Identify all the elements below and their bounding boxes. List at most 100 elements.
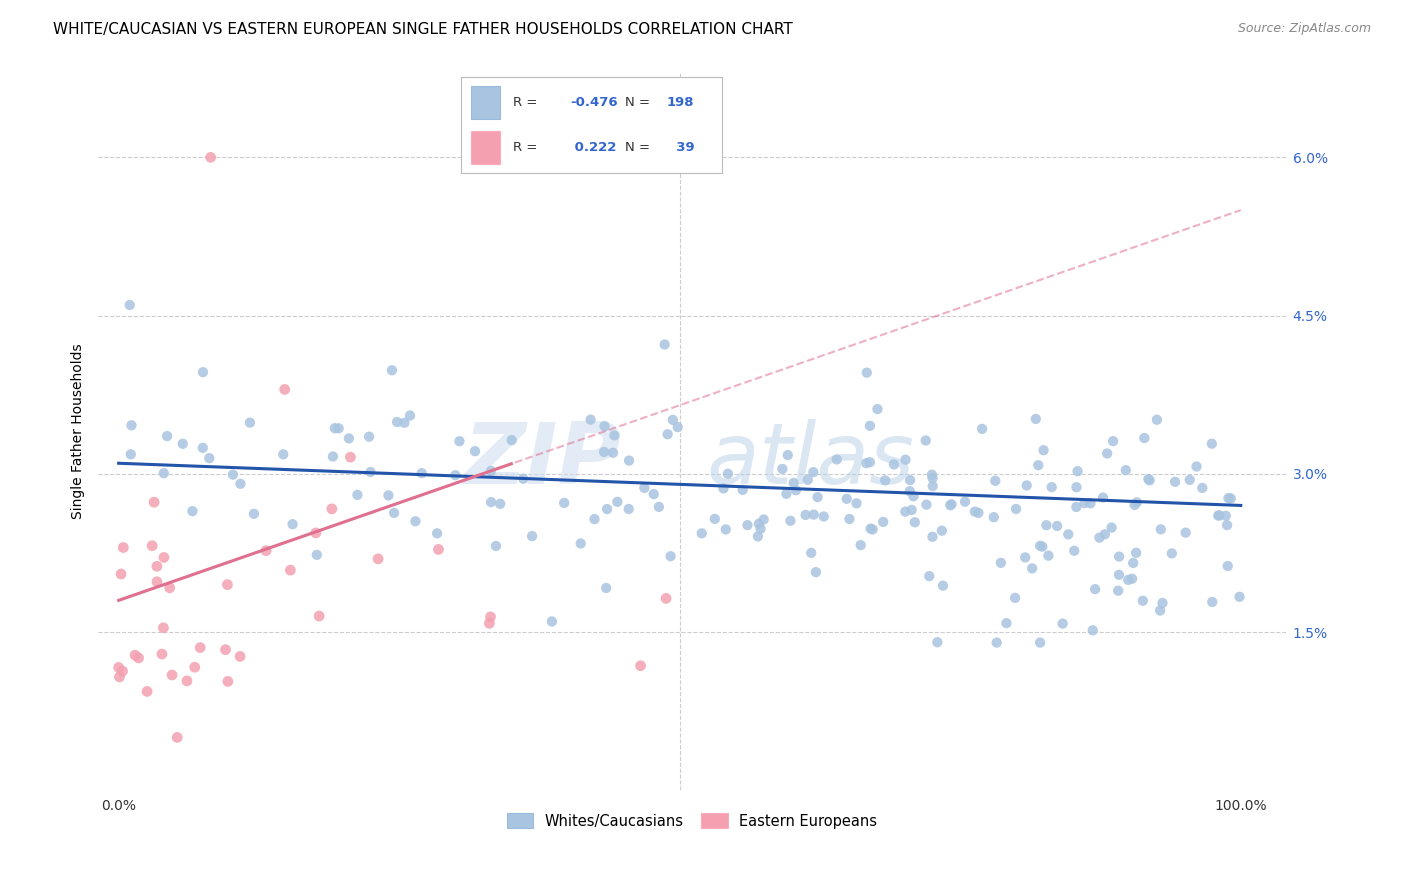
Point — [156, 429, 179, 443]
Point — [1133, 431, 1156, 445]
Point — [464, 444, 486, 458]
Point — [118, 298, 141, 312]
Point — [357, 430, 380, 444]
Point — [775, 487, 797, 501]
Point — [1174, 525, 1197, 540]
Point — [849, 538, 872, 552]
Text: atlas: atlas — [707, 419, 915, 502]
Point — [1146, 413, 1168, 427]
Point — [1125, 546, 1147, 560]
Point — [569, 536, 592, 550]
Point — [478, 616, 501, 631]
Point — [894, 505, 917, 519]
Point — [1216, 518, 1239, 533]
Point — [1073, 496, 1095, 510]
Point — [128, 651, 150, 665]
Point — [1025, 412, 1047, 426]
Point — [176, 673, 198, 688]
Point — [360, 465, 382, 479]
Point — [346, 488, 368, 502]
Point — [714, 523, 737, 537]
Point — [794, 508, 817, 522]
Point — [1206, 508, 1229, 523]
Point — [217, 577, 239, 591]
Point — [872, 515, 894, 529]
Point — [633, 481, 655, 495]
Point — [662, 413, 685, 427]
Point — [630, 658, 652, 673]
Point — [1026, 458, 1049, 473]
Point — [1201, 595, 1223, 609]
Point — [921, 479, 943, 493]
Point — [1066, 480, 1088, 494]
Point — [1150, 522, 1173, 536]
Point — [120, 447, 142, 461]
Point — [308, 609, 330, 624]
Point — [900, 503, 922, 517]
Point — [990, 556, 1012, 570]
Point — [404, 514, 426, 528]
Point — [595, 581, 617, 595]
Point — [512, 472, 534, 486]
Point — [593, 419, 616, 434]
Point — [963, 505, 986, 519]
Point — [995, 616, 1018, 631]
Point — [107, 660, 129, 674]
Point — [112, 541, 135, 555]
Point — [921, 530, 943, 544]
Point — [932, 579, 955, 593]
Point — [921, 471, 943, 485]
Point — [1201, 436, 1223, 450]
Point — [485, 539, 508, 553]
Point — [1084, 582, 1107, 596]
Point — [337, 431, 360, 445]
Point — [785, 483, 807, 498]
Point — [323, 421, 346, 435]
Point — [1178, 473, 1201, 487]
Point — [657, 427, 679, 442]
Point — [1040, 480, 1063, 494]
Point — [108, 670, 131, 684]
Point — [898, 473, 921, 487]
Point — [1081, 624, 1104, 638]
Point — [385, 415, 408, 429]
Point — [153, 550, 176, 565]
Point — [166, 731, 188, 745]
Point — [1005, 502, 1028, 516]
Point — [1216, 559, 1239, 574]
Point — [489, 497, 512, 511]
Point — [1031, 540, 1053, 554]
Point — [254, 543, 277, 558]
Point — [967, 506, 990, 520]
Point — [1032, 443, 1054, 458]
Point — [146, 559, 169, 574]
Point — [776, 448, 799, 462]
Point — [779, 514, 801, 528]
Point — [752, 512, 775, 526]
Point — [110, 567, 132, 582]
Point — [939, 498, 962, 512]
Point — [444, 468, 467, 483]
Point — [273, 383, 295, 397]
Point — [654, 337, 676, 351]
Point — [1185, 459, 1208, 474]
Point — [602, 446, 624, 460]
Point — [856, 366, 879, 380]
Point — [643, 487, 665, 501]
Point — [1137, 472, 1160, 486]
Point — [1080, 496, 1102, 510]
Point — [859, 522, 882, 536]
Point — [381, 363, 404, 377]
Point — [1038, 549, 1060, 563]
Point — [541, 615, 564, 629]
Point — [782, 475, 804, 490]
Point — [239, 416, 262, 430]
Point — [606, 495, 628, 509]
Point — [1088, 531, 1111, 545]
Point — [1229, 590, 1251, 604]
Point — [191, 365, 214, 379]
Point — [501, 433, 523, 447]
Point — [1029, 635, 1052, 649]
Point — [770, 462, 793, 476]
Point — [579, 412, 602, 426]
